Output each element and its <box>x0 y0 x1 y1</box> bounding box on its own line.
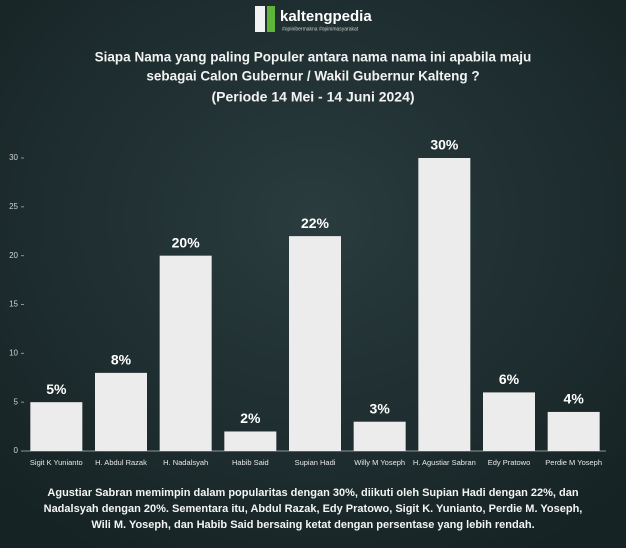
value-label: 20% <box>172 234 201 250</box>
x-tick-label: H. Agustiar Sabran <box>413 458 476 467</box>
value-label: 4% <box>564 391 585 407</box>
x-tick-label: Supian Hadi <box>295 458 336 467</box>
y-tick-label: 15 <box>9 300 18 309</box>
bar <box>95 372 147 451</box>
brand-tags: #opinibermakna #opinimasyarakat <box>282 26 359 32</box>
x-tick-label: Sigit K Yunianto <box>30 458 83 467</box>
brand: kaltengpedia <box>280 8 372 25</box>
y-tick-label: 30 <box>9 153 18 162</box>
bar <box>483 392 535 451</box>
value-label: 3% <box>370 400 391 416</box>
value-label: 8% <box>111 352 132 368</box>
value-label: 22% <box>301 215 330 231</box>
value-label: 30% <box>430 137 459 153</box>
value-label: 6% <box>499 371 520 387</box>
chart-subtitle: (Periode 14 Mei - 14 Juni 2024) <box>211 89 414 105</box>
y-tick-label: 10 <box>9 348 18 357</box>
x-tick-label: Edy Pratowo <box>488 458 531 467</box>
y-tick-label: 25 <box>9 202 18 211</box>
value-label: 5% <box>46 381 67 397</box>
bar <box>353 421 406 451</box>
x-tick-label: Habib Said <box>232 458 269 467</box>
bar <box>30 402 83 451</box>
chart-title: Siapa Nama yang paling Populer antara na… <box>95 50 532 65</box>
y-tick-label: 20 <box>9 251 18 260</box>
chart-title: sebagai Calon Gubernur / Wakil Gubernur … <box>146 69 479 84</box>
bar <box>159 255 212 451</box>
logo-mark <box>255 6 265 32</box>
bar <box>289 236 341 451</box>
x-tick-label: Perdie M Yoseph <box>545 458 602 467</box>
y-tick-label: 0 <box>14 446 19 455</box>
bar <box>547 411 600 451</box>
caption: Nadalsyah dengan 20%. Sementara itu, Abd… <box>44 503 583 515</box>
caption: Wili M. Yoseph, dan Habib Said bersaing … <box>91 519 534 531</box>
x-tick-label: Willy M Yoseph <box>354 458 405 467</box>
logo-mark <box>267 6 275 32</box>
bar <box>418 158 471 451</box>
y-tick-label: 5 <box>14 397 19 406</box>
bar <box>224 431 277 451</box>
x-tick-label: H. Nadalsyah <box>163 458 208 467</box>
x-tick-label: H. Abdul Razak <box>95 458 147 467</box>
caption: Agustiar Sabran memimpin dalam popularit… <box>47 487 578 499</box>
value-label: 2% <box>240 410 261 426</box>
